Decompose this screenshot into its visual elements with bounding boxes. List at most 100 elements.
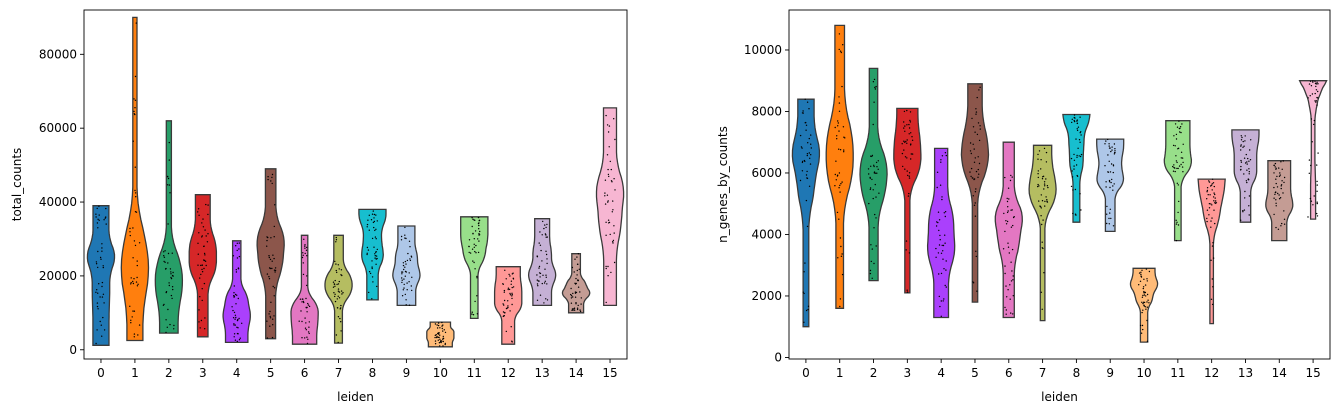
violin-3 [893,107,922,294]
data-point [575,302,577,304]
data-point [476,277,478,279]
data-point [1316,201,1318,203]
data-point [1139,280,1142,282]
data-point [1040,159,1042,161]
data-point [836,211,839,214]
data-point [537,285,539,287]
data-point [272,324,274,326]
data-point [838,172,841,174]
data-point [1281,180,1283,182]
data-point [471,217,473,219]
data-point [130,283,132,285]
data-point [1071,176,1074,178]
data-point [1011,248,1014,251]
data-point [1148,270,1151,273]
data-point [839,184,841,187]
data-point [342,292,344,294]
violin-0 [791,98,821,328]
x-tick-label: 8 [369,366,377,380]
data-point [977,168,979,171]
data-point [1007,206,1009,208]
data-point [834,173,836,176]
data-point [509,310,511,312]
data-point [1040,168,1042,170]
data-point [473,238,475,240]
data-point [1316,190,1318,192]
data-point [341,274,343,277]
data-point [235,245,237,247]
data-point [478,233,480,235]
data-point [1142,301,1145,303]
data-point [940,315,942,317]
data-point [971,117,973,120]
data-point [273,315,275,317]
data-point [441,321,443,324]
data-point [1316,184,1319,186]
data-point [1248,205,1250,207]
data-point [1012,295,1014,297]
data-point [303,238,305,240]
data-point [1071,121,1073,124]
data-point [542,274,544,276]
data-point [612,209,614,211]
data-point [839,298,842,300]
data-point [546,223,548,226]
data-point [269,325,271,327]
data-point [339,317,341,320]
data-point [371,267,373,270]
data-point [1037,176,1040,179]
data-point [201,271,204,273]
data-point [129,305,131,307]
data-point [502,283,504,285]
data-point [271,267,273,270]
data-point [1114,151,1116,154]
data-point [940,252,943,254]
data-point [1213,185,1216,188]
data-point [197,211,199,213]
data-point [334,260,336,263]
data-point [473,261,475,264]
data-point [407,252,409,255]
data-point [270,267,272,270]
data-point [235,269,237,271]
data-point [574,291,577,293]
data-point [369,272,372,275]
data-point [942,250,944,252]
data-point [408,240,411,242]
data-point [478,224,480,227]
data-point [802,110,804,112]
data-point [198,309,200,311]
data-point [404,275,406,277]
data-point [607,275,609,277]
data-point [302,254,304,256]
data-point [366,252,368,254]
data-point [1110,181,1112,184]
data-point [871,248,873,250]
data-point [1211,245,1214,247]
data-point [539,294,542,296]
data-point [572,309,574,311]
data-point [234,339,237,341]
data-point [478,220,480,222]
data-point [95,213,97,215]
data-point [1042,247,1044,250]
x-tick-label: 13 [535,366,550,380]
data-point [1177,211,1179,214]
data-point [134,75,137,78]
data-point [134,166,136,168]
x-axis-label: leiden [337,390,374,404]
data-point [409,246,411,248]
data-point [873,262,875,265]
data-point [238,248,240,250]
data-point [203,267,205,270]
data-point [439,345,441,347]
data-point [1114,148,1116,150]
data-point [133,240,136,242]
data-point [1039,206,1042,208]
x-axis-label: leiden [1041,390,1078,404]
data-point [471,248,474,250]
violin-9 [1096,138,1125,233]
data-point [1112,185,1114,187]
data-point [807,305,810,307]
data-point [1145,308,1147,310]
